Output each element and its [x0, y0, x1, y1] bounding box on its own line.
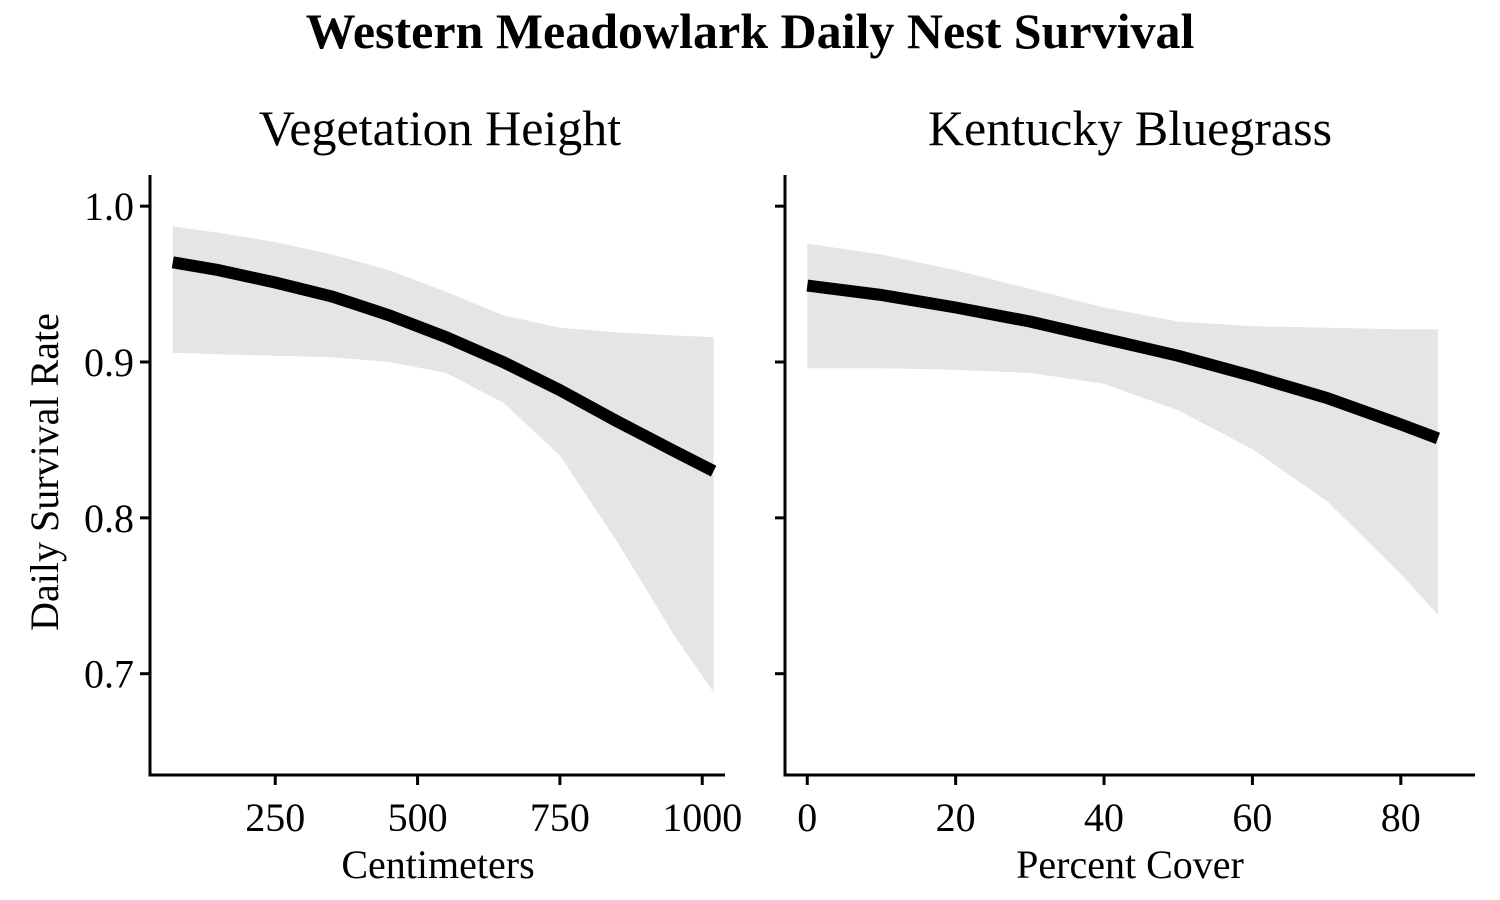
y-tick-label: 0.7: [84, 652, 134, 697]
x-tick-label-kentucky-bluegrass: 20: [936, 795, 976, 840]
x-tick-label-vegetation-height: 1000: [662, 795, 742, 840]
x-tick-label-kentucky-bluegrass: 40: [1084, 795, 1124, 840]
y-tick-label: 0.8: [84, 496, 134, 541]
x-tick-label-kentucky-bluegrass: 80: [1381, 795, 1421, 840]
chart-title: Western Meadowlark Daily Nest Survival: [306, 3, 1195, 59]
y-tick-label: 0.9: [84, 340, 134, 385]
x-tick-label-kentucky-bluegrass: 0: [797, 795, 817, 840]
panel-vegetation-height: Vegetation Height Centimeters 250 500 750 1…: [84, 100, 742, 887]
confidence-ribbon-vegetation-height: [172, 226, 714, 693]
confidence-ribbon-kentucky-bluegrass: [807, 243, 1438, 615]
panel-kentucky-bluegrass: Kentucky Bluegrass Percent Cover 0 20 40 60…: [775, 100, 1475, 887]
panel-title-kentucky-bluegrass: Kentucky Bluegrass: [928, 100, 1332, 156]
x-tick-label-vegetation-height: 750: [530, 795, 590, 840]
fitted-line-kentucky-bluegrass: [806, 279, 1441, 445]
x-axis-title-kentucky-bluegrass: Percent Cover: [1016, 842, 1244, 887]
x-axis-title-vegetation-height: Centimeters: [341, 842, 534, 887]
panel-title-vegetation-height: Vegetation Height: [259, 100, 622, 156]
y-tick-label: 1.0: [84, 184, 134, 229]
y-axis-title: Daily Survival Rate: [22, 313, 67, 631]
x-tick-label-vegetation-height: 250: [245, 795, 305, 840]
x-tick-label-kentucky-bluegrass: 60: [1232, 795, 1272, 840]
x-tick-label-vegetation-height: 500: [388, 795, 448, 840]
fitted-line-vegetation-height: [171, 256, 717, 477]
